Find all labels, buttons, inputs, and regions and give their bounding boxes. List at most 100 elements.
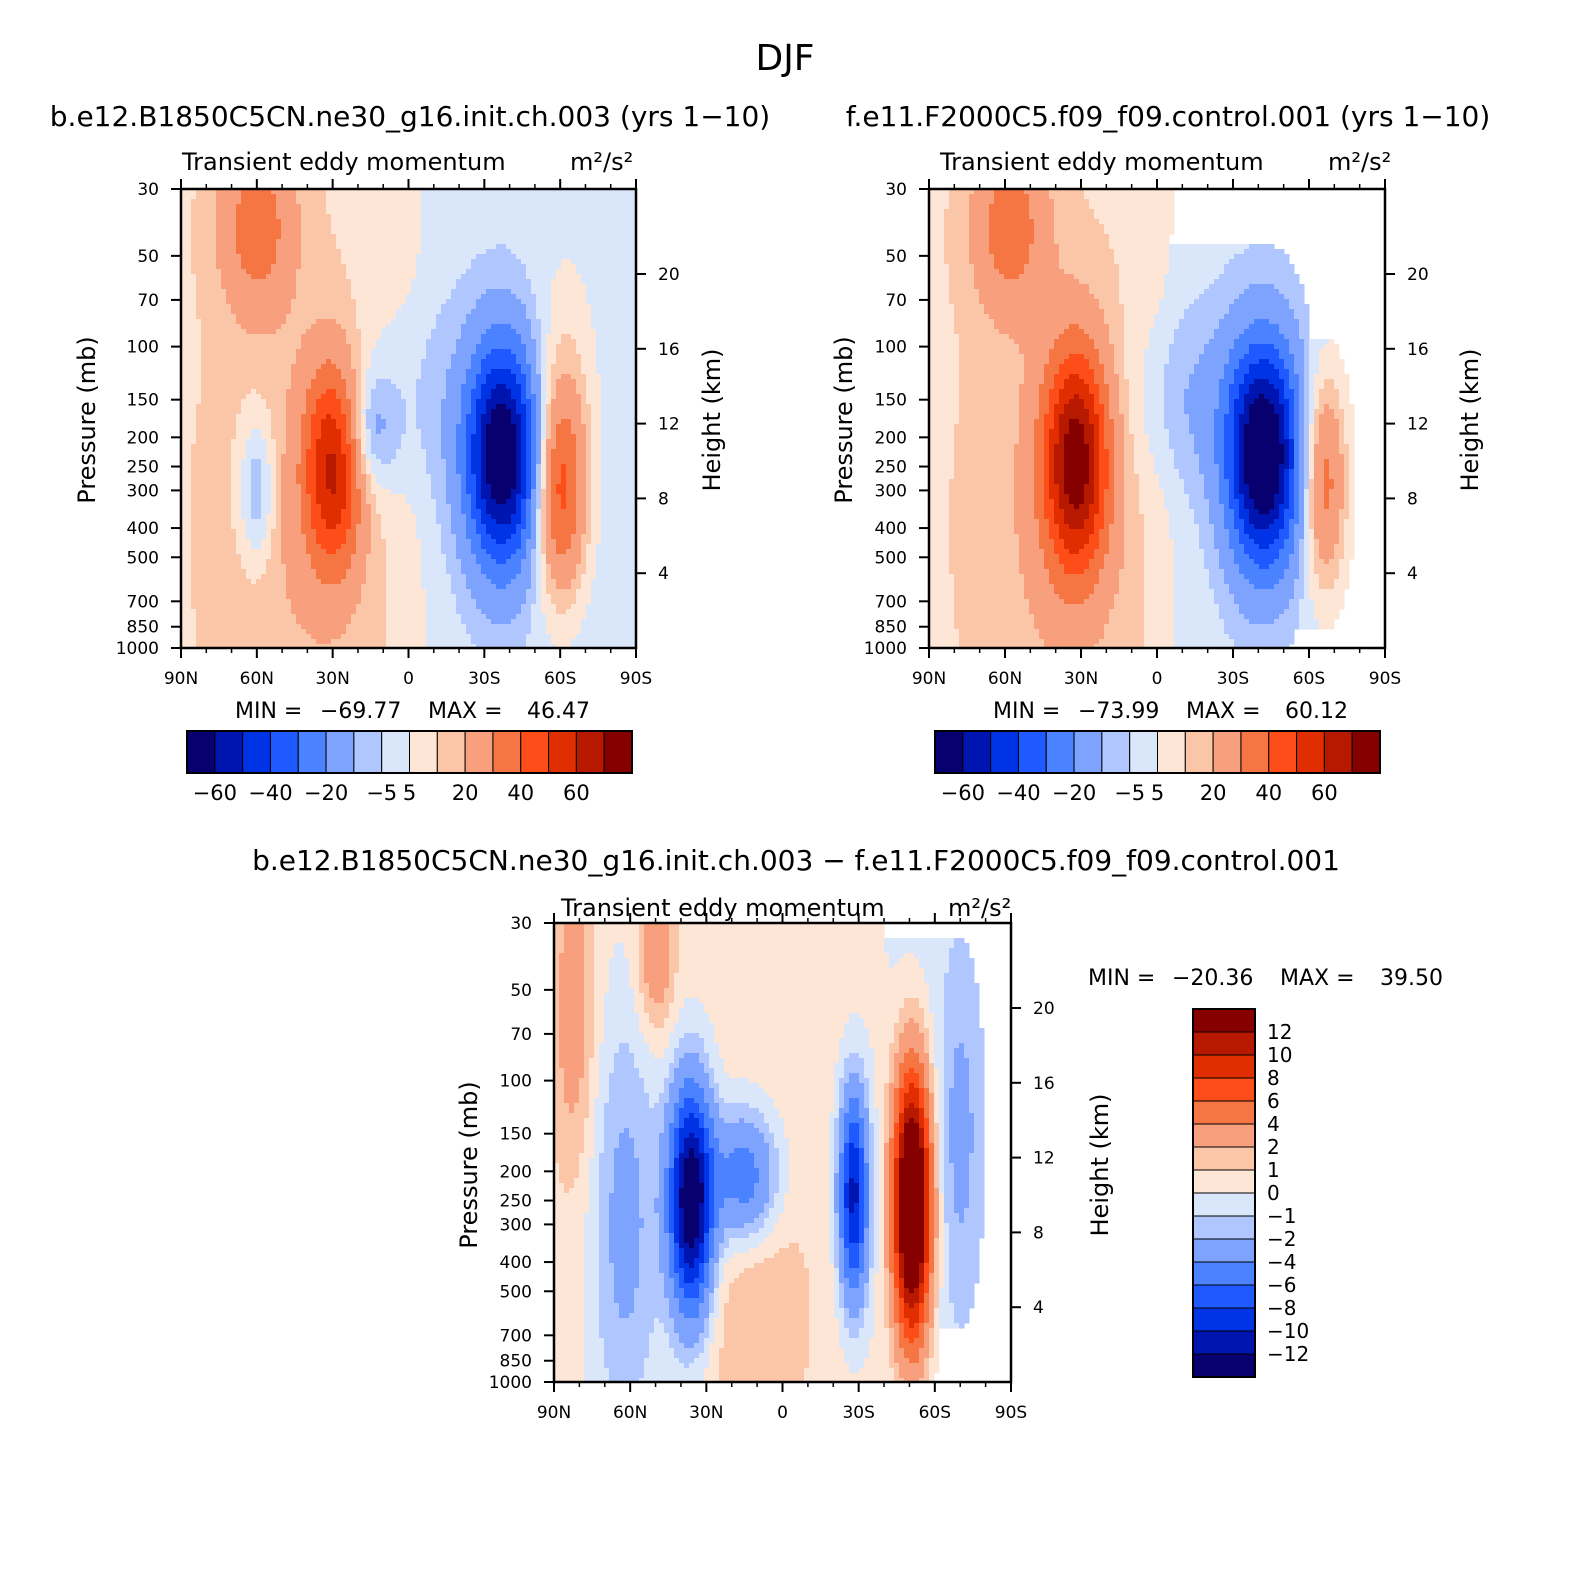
field-cell [361,454,367,460]
field-cell [1344,439,1355,445]
field-cell [481,459,487,465]
field-cell [296,194,327,200]
field-cell [954,319,995,325]
field-cell [361,364,372,370]
field-cell [586,284,637,290]
field-cell [491,484,517,490]
field-cell [1099,504,1105,510]
field-cell [1239,534,1250,540]
field-cell [271,474,277,480]
field-cell [361,329,382,335]
field-cell [406,404,417,410]
field-cell [889,1063,895,1069]
field-cell [1089,409,1095,415]
field-cell [581,404,592,410]
field-cell [1244,499,1255,505]
field-cell [1239,359,1260,365]
field-cell [531,389,542,395]
field-cell [521,414,527,420]
field-cell [1314,569,1340,575]
field-cell [241,489,252,495]
field-cell [1219,384,1230,390]
field-cell [929,344,960,350]
field-cell [541,449,547,455]
field-cell [581,584,592,590]
field-cell [939,1093,945,1099]
field-cell [1289,299,1305,305]
field-cell [421,249,487,255]
field-cell [261,479,272,485]
field-cell [1294,544,1300,550]
field-cell [1249,484,1280,490]
field-cell [1144,629,1175,635]
field-cell [551,389,557,395]
field-cell [929,479,950,485]
field-cell [1284,379,1290,385]
field-cell [1039,384,1055,390]
field-cell [526,494,532,500]
field-cell [476,529,487,535]
field-cell [634,1058,675,1064]
field-cell [1214,454,1225,460]
field-cell [1224,619,1250,625]
field-cell [266,459,277,465]
field-cell [421,579,452,585]
field-cell [566,479,577,485]
field-cell [709,1103,720,1109]
field-cell [191,544,237,550]
field-cell [281,549,307,555]
field-cell [1019,534,1040,540]
colorbar-box [436,730,466,774]
field-cell [301,239,337,245]
field-cell [1304,499,1310,505]
panel-2-colorbar: −60 −40 −20 −5 5 20 40 60 [934,730,1381,805]
field-cell [181,364,202,370]
field-cell [1294,549,1300,555]
field-cell [201,324,242,330]
field-cell [386,559,422,565]
field-cell [1294,589,1305,595]
field-cell [1289,419,1295,425]
field-cell [879,1118,885,1124]
field-cell [1274,409,1285,415]
field-cell [1239,434,1245,440]
field-cell [564,943,585,949]
field-cell [346,504,352,510]
field-cell [181,344,202,350]
field-cell [356,414,362,420]
field-cell [1304,414,1310,420]
field-cell [1304,484,1310,490]
field-cell [601,394,637,400]
field-cell [919,1073,925,1079]
colorbar-label: −40 [996,781,1040,805]
field-cell [536,394,542,400]
field-cell [1199,524,1215,530]
field-cell [281,494,302,500]
field-cell [1069,424,1085,430]
panel-2-max-value: 60.12 [1285,699,1348,724]
field-cell [576,479,587,485]
x-tick-label: 30S [1217,669,1249,689]
field-cell [1124,319,1155,325]
field-cell [601,454,637,460]
field-cell [306,454,317,460]
field-cell [536,554,542,560]
field-cell [604,1118,665,1124]
field-cell [531,624,547,630]
field-cell [934,1038,945,1044]
field-cell [1114,424,1125,430]
field-cell [391,379,417,385]
field-cell [181,269,192,275]
field-cell [1174,574,1210,580]
field-cell [546,444,557,450]
field-cell [416,394,447,400]
field-cell [1119,579,1145,585]
field-cell [929,1003,945,1009]
field-cell [191,569,247,575]
field-cell [949,519,1015,525]
field-cell [1289,469,1295,475]
field-cell [909,1118,915,1124]
field-cell [1019,274,1075,280]
field-cell [1224,364,1240,370]
field-cell [1234,599,1290,605]
